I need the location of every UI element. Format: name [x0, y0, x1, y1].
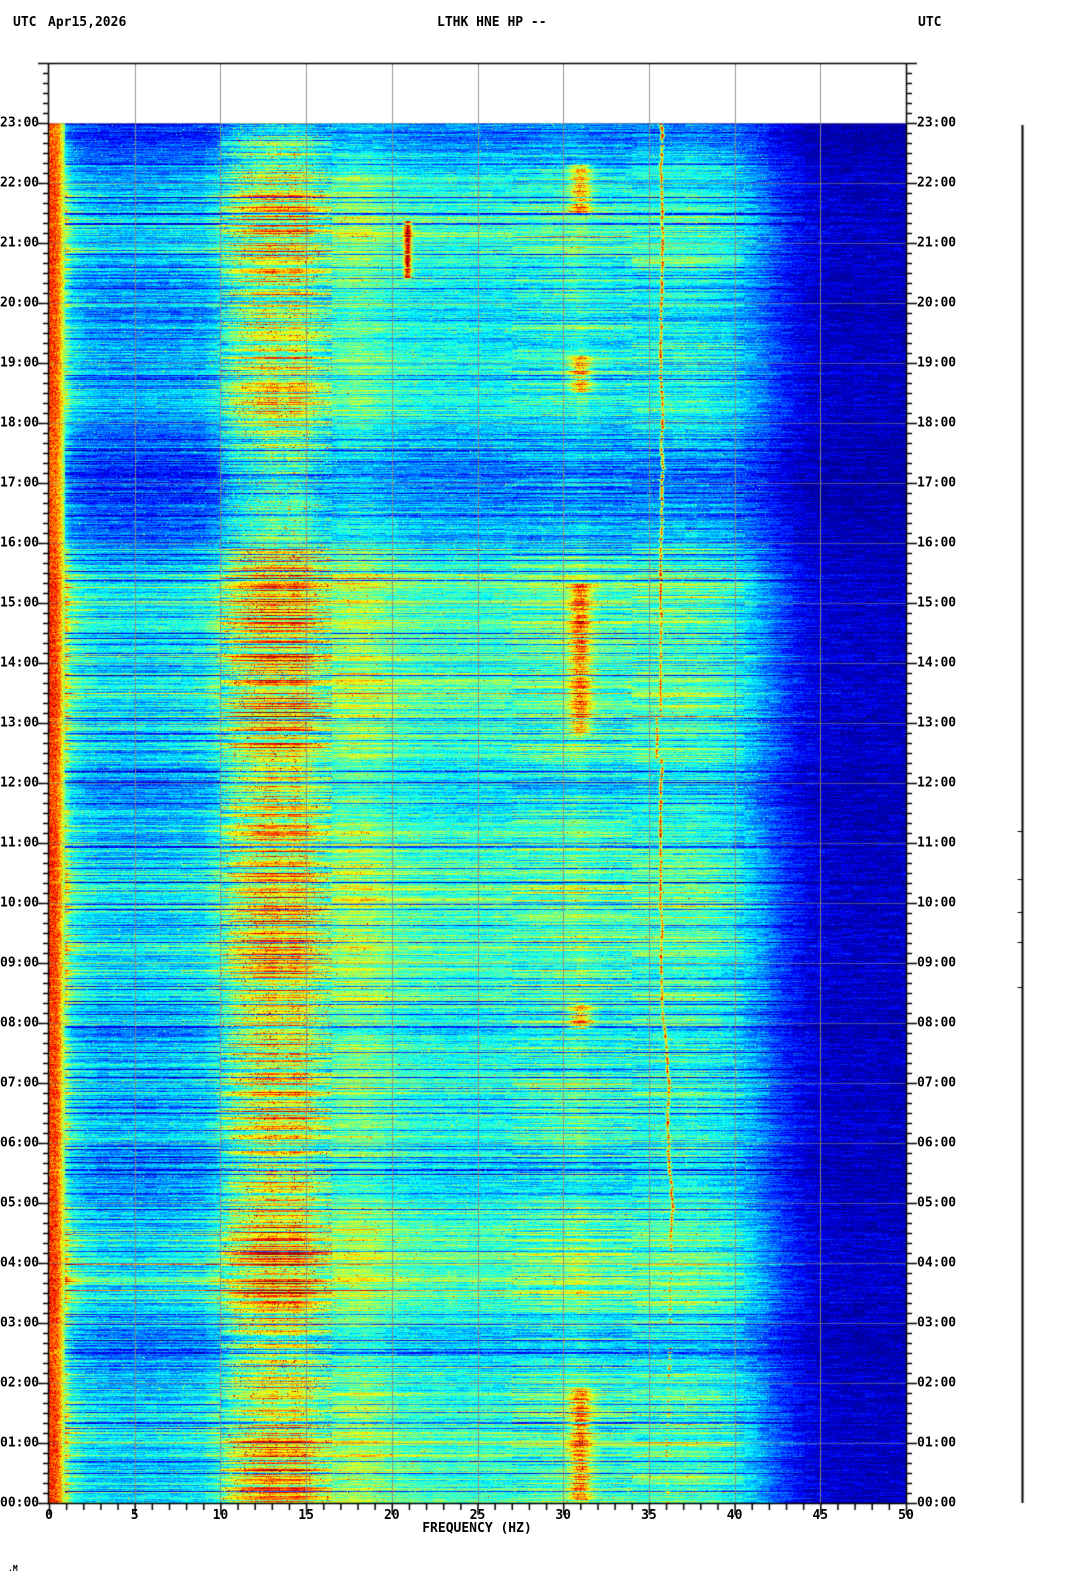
time-label-right: 14:00 — [917, 655, 957, 671]
frequency-tick-label: 5 — [130, 1508, 139, 1523]
time-label-right: 09:00 — [917, 955, 957, 971]
time-label-left: 04:00 — [0, 1255, 40, 1271]
time-label-left: 15:00 — [0, 595, 40, 611]
time-label-left: 18:00 — [0, 415, 40, 431]
frequency-tick-label: 35 — [641, 1508, 657, 1523]
frequency-tick-label: 25 — [469, 1508, 486, 1523]
time-label-right: 04:00 — [917, 1255, 957, 1271]
time-label-right: 18:00 — [917, 415, 957, 431]
time-label-left: 06:00 — [0, 1135, 40, 1151]
timezone-label-left: UTC — [13, 15, 37, 30]
time-label-right: 02:00 — [917, 1375, 957, 1391]
frequency-tick-label: 0 — [45, 1508, 53, 1523]
time-label-left: 12:00 — [0, 775, 40, 791]
time-label-left: 10:00 — [0, 895, 40, 911]
frequency-tick-label: 45 — [812, 1508, 829, 1523]
time-label-right: 07:00 — [917, 1075, 957, 1091]
time-label-right: 17:00 — [917, 475, 957, 491]
time-label-left: 09:00 — [0, 955, 40, 971]
x-axis-title: FREQUENCY (HZ) — [422, 1521, 532, 1536]
time-label-right: 22:00 — [917, 175, 957, 191]
corner-footnote: .M — [8, 1564, 18, 1573]
time-label-left: 17:00 — [0, 475, 40, 491]
time-label-left: 11:00 — [0, 835, 40, 851]
time-label-right: 16:00 — [917, 535, 957, 551]
time-label-right: 05:00 — [917, 1195, 957, 1211]
frequency-tick-label: 40 — [726, 1508, 743, 1523]
time-label-left: 13:00 — [0, 715, 40, 731]
time-label-right: 13:00 — [917, 715, 957, 731]
time-label-right: 15:00 — [917, 595, 957, 611]
time-label-left: 02:00 — [0, 1375, 40, 1391]
time-label-left: 08:00 — [0, 1015, 40, 1031]
time-label-right: 11:00 — [917, 835, 957, 851]
frequency-tick-label: 15 — [298, 1508, 314, 1523]
time-label-right: 19:00 — [917, 355, 957, 371]
frequency-tick-label: 20 — [383, 1508, 400, 1523]
time-label-left: 01:00 — [0, 1435, 40, 1451]
time-label-right: 12:00 — [917, 775, 957, 791]
time-label-right: 20:00 — [917, 295, 957, 311]
time-label-right: 00:00 — [917, 1495, 957, 1511]
timezone-label-right: UTC — [918, 15, 942, 30]
time-label-right: 08:00 — [917, 1015, 957, 1031]
time-label-left: 05:00 — [0, 1195, 40, 1211]
time-label-left: 22:00 — [0, 175, 40, 191]
time-label-left: 00:00 — [0, 1495, 40, 1511]
frequency-tick-label: 30 — [555, 1508, 572, 1523]
time-label-right: 01:00 — [917, 1435, 957, 1451]
date-label: Apr15,2026 — [48, 15, 127, 30]
frequency-tick-label: 50 — [898, 1508, 914, 1523]
time-label-left: 07:00 — [0, 1075, 40, 1091]
time-label-left: 19:00 — [0, 355, 40, 371]
time-label-right: 23:00 — [917, 115, 957, 131]
time-label-left: 21:00 — [0, 235, 40, 251]
time-label-right: 03:00 — [917, 1315, 957, 1331]
time-label-right: 21:00 — [917, 235, 957, 251]
time-label-left: 03:00 — [0, 1315, 40, 1331]
time-label-left: 20:00 — [0, 295, 40, 311]
time-label-left: 16:00 — [0, 535, 40, 551]
frequency-tick-label: 10 — [212, 1508, 229, 1523]
time-label-right: 10:00 — [917, 895, 957, 911]
time-label-left: 23:00 — [0, 115, 40, 131]
time-label-left: 14:00 — [0, 655, 40, 671]
time-label-right: 06:00 — [917, 1135, 957, 1151]
station-title: LTHK HNE HP -- — [437, 15, 547, 30]
